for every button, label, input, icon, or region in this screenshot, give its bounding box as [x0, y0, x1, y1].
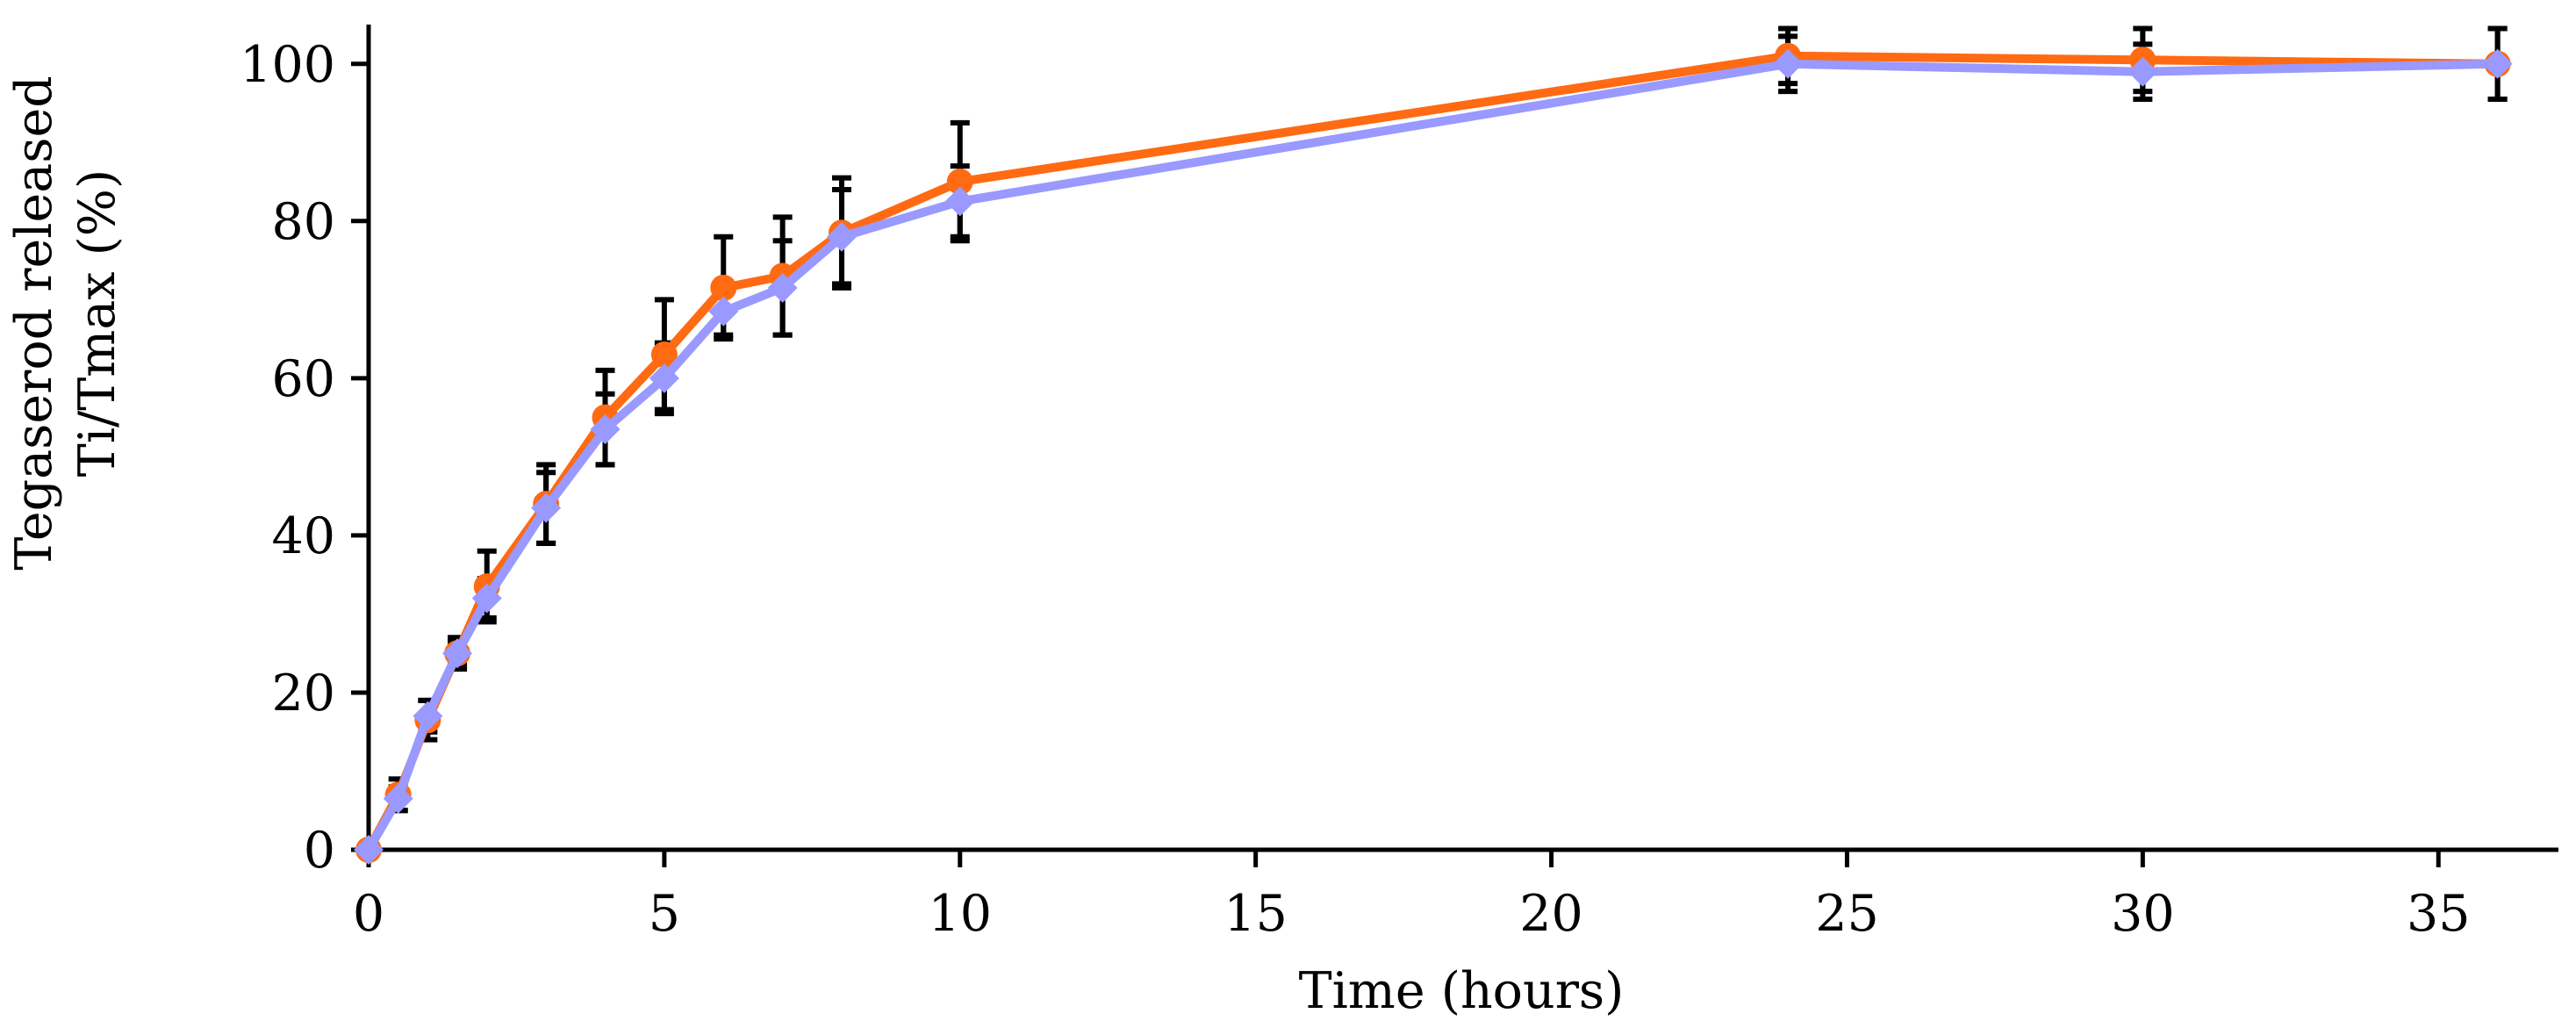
series-1-point-7	[650, 341, 678, 368]
x-ticks: 0 5 10 15 20 25 30 35	[353, 850, 2471, 943]
x-tick-label-30: 30	[2111, 885, 2175, 943]
y-tick-label-100: 100	[240, 36, 335, 94]
series-2-point-8	[708, 296, 739, 327]
y-tick-label-40: 40	[271, 507, 335, 565]
series-1-point-11	[946, 169, 973, 196]
series-2-point-2	[413, 701, 443, 731]
series-2-point-1	[383, 783, 413, 814]
series-2-point-7	[649, 363, 679, 393]
series-2-point-4	[471, 583, 502, 614]
y-ticks: 0 20 40 60 80 100	[240, 36, 369, 880]
y-axis-title-line-2: Ti/Tmax (%)	[68, 169, 126, 477]
x-tick-label-35: 35	[2407, 885, 2471, 943]
x-tick-label-15: 15	[1223, 885, 1288, 943]
series-2-point-5	[531, 492, 562, 523]
series-2-point-10	[827, 221, 857, 252]
x-tick-label-25: 25	[1815, 885, 1879, 943]
y-tick-label-0: 0	[304, 822, 335, 880]
y-tick-label-20: 20	[271, 665, 335, 722]
series-2-point-14	[2482, 48, 2513, 79]
error-bars	[388, 25, 2508, 814]
series-2-point-6	[590, 414, 621, 445]
x-tick-label-10: 10	[929, 885, 993, 943]
series-2-line	[364, 59, 2498, 852]
series-2-point-9	[767, 272, 798, 303]
axes	[366, 25, 2558, 852]
x-tick-label-5: 5	[649, 885, 680, 943]
series-2-point-12	[1773, 48, 1804, 79]
series-2-point-11	[944, 186, 975, 217]
plot-area	[354, 25, 2513, 865]
series-2	[354, 48, 2513, 865]
x-tick-label-0: 0	[353, 885, 384, 943]
series-1-point-8	[710, 274, 737, 301]
series-1-line	[364, 51, 2498, 852]
y-axis-title: Tegaserod released Ti/Tmax (%)	[5, 75, 126, 570]
y-tick-label-80: 80	[271, 193, 335, 251]
series-2-point-3	[442, 638, 473, 669]
series-2-point-13	[2128, 56, 2158, 87]
y-axis-title-line-1: Tegaserod released	[5, 75, 63, 570]
series-2-point-0	[354, 835, 384, 865]
x-axis-title: Time (hours)	[1299, 962, 1625, 1020]
y-tick-label-60: 60	[271, 350, 335, 408]
x-tick-label-20: 20	[1519, 885, 1583, 943]
series-1	[355, 42, 2511, 863]
